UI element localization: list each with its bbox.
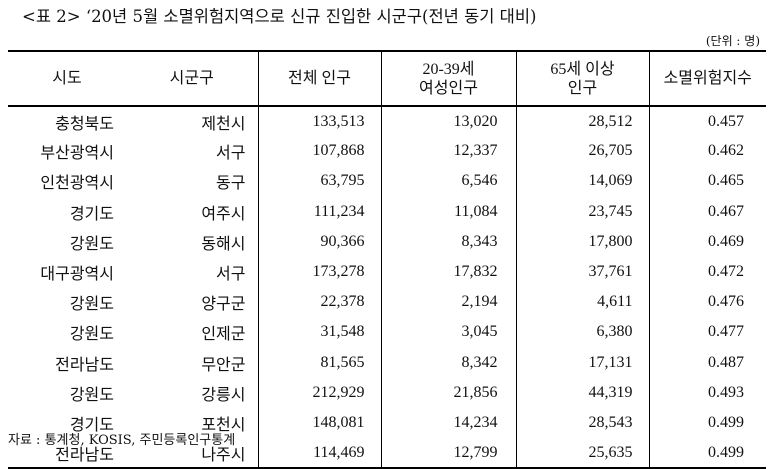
cell-sido: 강원도 (69, 326, 114, 344)
table-row: 경기도 여주시 111,234 11,084 23,745 0.467 (8, 196, 766, 227)
cell-elderly-65: 25,635 (515, 438, 649, 469)
cell-extinction-index: 0.493 (648, 377, 766, 408)
table-row: 전라남도 무안군 81,565 8,342 17,131 0.487 (8, 347, 766, 378)
header-women-line2: 여성인구 (419, 79, 478, 97)
cell-total-population: 114,469 (257, 438, 381, 469)
cell-women-20-39: 8,342 (380, 347, 516, 378)
header-women-line1: 20-39세 (422, 60, 475, 78)
header-total-population: 전체 인구 (257, 50, 381, 107)
unit-label: (단위 : 명) (705, 34, 760, 48)
table-row: 인천광역시 동구 63,795 6,546 14,069 0.465 (8, 166, 766, 197)
cell-elderly-65: 17,131 (515, 347, 649, 378)
cell-sigungu: 서구 (216, 145, 246, 163)
cell-total-population: 107,868 (257, 136, 381, 167)
cell-sigungu: 동해시 (201, 235, 246, 253)
cell-extinction-index: 0.469 (648, 226, 766, 257)
cell-elderly-65: 17,800 (515, 226, 649, 257)
cell-elderly-65: 4,611 (515, 287, 649, 318)
cell-sigungu: 무안군 (201, 356, 246, 374)
cell-extinction-index: 0.465 (648, 166, 766, 197)
cell-total-population: 148,081 (257, 407, 381, 439)
table-row: 강원도 동해시 90,366 8,343 17,800 0.469 (8, 226, 766, 257)
cell-sigungu: 여주시 (201, 205, 246, 223)
table-row: 강원도 강릉시 212,929 21,856 44,319 0.493 (8, 377, 766, 408)
cell-sido: 경기도 (69, 416, 114, 434)
cell-extinction-index: 0.499 (648, 407, 766, 439)
cell-women-20-39: 3,045 (380, 317, 516, 348)
table-row: 부산광역시 서구 107,868 12,337 26,705 0.462 (8, 136, 766, 167)
cell-sido: 강원도 (69, 235, 114, 253)
header-women-20-39: 20-39세 여성인구 (380, 50, 516, 107)
cell-sigungu: 포천시 (201, 416, 246, 434)
cell-total-population: 212,929 (257, 377, 381, 408)
table-row: 강원도 양구군 22,378 2,194 4,611 0.476 (8, 287, 766, 318)
cell-sido: 강원도 (69, 296, 114, 314)
cell-total-population: 81,565 (257, 347, 381, 378)
cell-extinction-index: 0.467 (648, 196, 766, 227)
header-elderly-line1: 65세 이상 (550, 60, 615, 78)
cell-sido: 부산광역시 (40, 145, 114, 163)
cell-extinction-index: 0.472 (648, 256, 766, 288)
cell-total-population: 173,278 (257, 256, 381, 288)
cell-women-20-39: 12,337 (380, 136, 516, 167)
cell-extinction-index: 0.476 (648, 287, 766, 318)
header-elderly-65: 65세 이상 인구 (515, 50, 649, 107)
table-title: <표 2> ‘20년 5월 소멸위험지역으로 신규 진입한 시군구(전년 동기 … (22, 7, 537, 26)
cell-sido: 인천광역시 (40, 175, 114, 193)
cell-elderly-65: 28,512 (515, 106, 649, 137)
cell-sido: 충청북도 (55, 115, 114, 133)
data-table: 시도 시군구 전체 인구 20-39세 여성인구 65세 이상 인구 소멸위험지… (8, 50, 766, 469)
cell-women-20-39: 21,856 (380, 377, 516, 408)
cell-women-20-39: 8,343 (380, 226, 516, 257)
cell-total-population: 63,795 (257, 166, 381, 197)
table-row: 경기도 포천시 148,081 14,234 28,543 0.499 (8, 407, 766, 439)
cell-extinction-index: 0.462 (648, 136, 766, 167)
cell-sigungu: 강릉시 (201, 386, 246, 404)
cell-extinction-index: 0.499 (648, 438, 766, 469)
cell-elderly-65: 28,543 (515, 407, 649, 439)
cell-sigungu: 제천시 (201, 115, 246, 133)
cell-sigungu: 서구 (216, 266, 246, 284)
cell-total-population: 111,234 (257, 196, 381, 227)
cell-sigungu: 양구군 (201, 296, 246, 314)
cell-women-20-39: 11,084 (380, 196, 516, 227)
cell-sido: 경기도 (69, 205, 114, 223)
cell-elderly-65: 23,745 (515, 196, 649, 227)
cell-women-20-39: 13,020 (380, 106, 516, 137)
cell-total-population: 22,378 (257, 287, 381, 318)
source-note: 자료 : 통계청, KOSIS, 주민등록인구통계 (8, 433, 236, 448)
header-elderly-line2: 인구 (567, 79, 598, 97)
cell-elderly-65: 44,319 (515, 377, 649, 408)
cell-sido: 대구광역시 (40, 266, 114, 284)
cell-elderly-65: 14,069 (515, 166, 649, 197)
cell-women-20-39: 12,799 (380, 438, 516, 469)
cell-extinction-index: 0.487 (648, 347, 766, 378)
cell-elderly-65: 26,705 (515, 136, 649, 167)
cell-sigungu: 동구 (216, 175, 246, 193)
cell-women-20-39: 14,234 (380, 407, 516, 439)
table-header: 시도 시군구 전체 인구 20-39세 여성인구 65세 이상 인구 소멸위험지… (8, 50, 766, 107)
cell-sido: 전라남도 (55, 356, 114, 374)
cell-elderly-65: 6,380 (515, 317, 649, 348)
cell-women-20-39: 6,546 (380, 166, 516, 197)
cell-extinction-index: 0.477 (648, 317, 766, 348)
header-row: 시도 시군구 전체 인구 20-39세 여성인구 65세 이상 인구 소멸위험지… (8, 50, 766, 107)
table-row: 강원도 인제군 31,548 3,045 6,380 0.477 (8, 317, 766, 348)
header-extinction-index: 소멸위험지수 (648, 50, 766, 107)
cell-total-population: 31,548 (257, 317, 381, 348)
header-sigungu: 시군구 (126, 50, 258, 107)
cell-total-population: 133,513 (257, 106, 381, 137)
table-body: 충청북도 제천시 133,513 13,020 28,512 0.457 부산광역시 서구 10… (8, 106, 766, 469)
cell-women-20-39: 2,194 (380, 287, 516, 318)
cell-elderly-65: 37,761 (515, 256, 649, 288)
table-row: 충청북도 제천시 133,513 13,020 28,512 0.457 (8, 106, 766, 137)
cell-sido: 강원도 (69, 386, 114, 404)
header-sido: 시도 (8, 50, 126, 107)
cell-women-20-39: 17,832 (380, 256, 516, 288)
cell-extinction-index: 0.457 (648, 106, 766, 137)
cell-sigungu: 인제군 (201, 326, 246, 344)
table-row: 대구광역시 서구 173,278 17,832 37,761 0.472 (8, 256, 766, 288)
cell-total-population: 90,366 (257, 226, 381, 257)
